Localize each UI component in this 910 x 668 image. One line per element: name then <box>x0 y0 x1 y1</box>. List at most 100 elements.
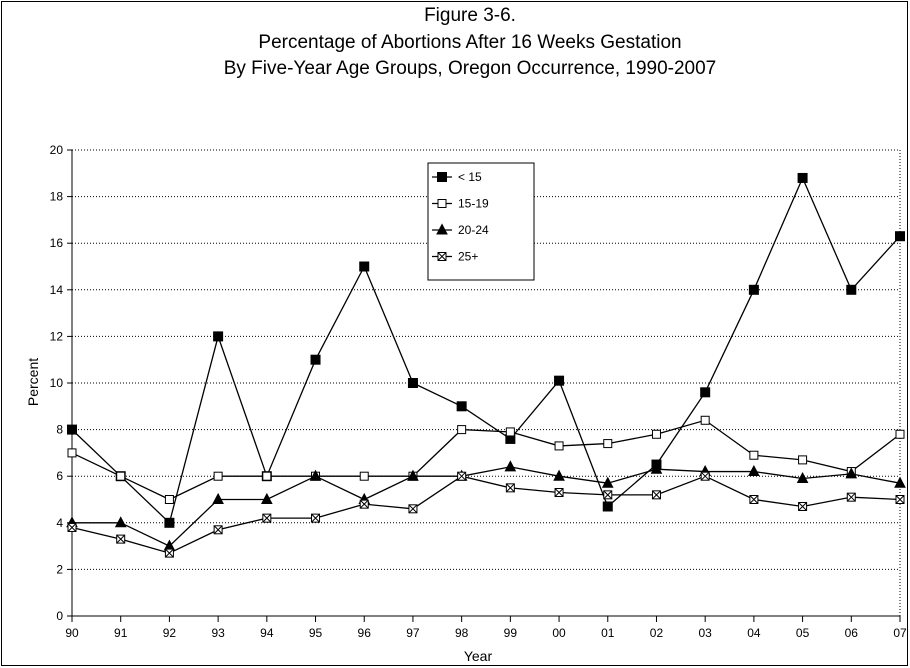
series <box>66 172 906 558</box>
data-point <box>554 375 565 386</box>
x-tick-label: 01 <box>601 626 615 640</box>
marker-cross <box>213 525 223 535</box>
x-tick-label: 93 <box>211 626 225 640</box>
data-point <box>554 488 564 498</box>
title-line-3: By Five-Year Age Groups, Oregon Occurren… <box>224 58 717 79</box>
data-point <box>700 387 711 398</box>
marker-cross <box>359 499 369 509</box>
marker-cross <box>846 492 856 502</box>
data-point <box>164 517 175 528</box>
data-point <box>601 476 614 488</box>
title-line-1: Figure 3-6. <box>424 5 516 26</box>
x-tick-label: 98 <box>455 626 469 640</box>
data-point <box>310 354 321 365</box>
data-point <box>262 471 272 481</box>
data-point <box>457 471 467 481</box>
data-point <box>749 495 759 504</box>
marker-cross <box>554 488 564 497</box>
x-tick-label: 92 <box>163 626 177 640</box>
data-point <box>457 425 467 435</box>
marker-cross <box>505 483 515 493</box>
x-tick-label: 96 <box>358 626 372 640</box>
x-tick-label: 03 <box>698 626 712 640</box>
y-tick-label: 4 <box>56 516 63 530</box>
data-point <box>311 513 321 523</box>
x-tick-label: 91 <box>114 626 128 640</box>
data-point <box>260 492 273 504</box>
data-point <box>798 455 808 465</box>
x-tick-label: 02 <box>650 626 664 640</box>
data-point <box>553 469 565 481</box>
legend-entry-3: 25+ <box>432 250 478 264</box>
legend-entry-2: 20-24 <box>432 223 489 237</box>
data-point <box>846 284 857 295</box>
y-tick-label: 2 <box>56 562 63 576</box>
x-axis-ticks: 90 91 92 93 94 95 96 97 98 99 00 01 02 03 04 05 06 07 <box>65 616 907 640</box>
data-point <box>116 471 126 481</box>
x-axis-title: Year <box>464 648 493 664</box>
data-point <box>700 471 710 481</box>
x-tick-label: 95 <box>309 626 323 640</box>
series-2 <box>66 460 906 551</box>
x-tick-label: 90 <box>65 626 79 640</box>
data-point <box>603 490 613 500</box>
marker-cross <box>749 495 759 504</box>
data-point <box>408 504 418 514</box>
data-point <box>895 495 905 504</box>
data-point <box>213 331 224 342</box>
data-point <box>748 464 760 477</box>
data-point <box>67 424 77 435</box>
y-tick-label: 16 <box>50 236 64 250</box>
series-line <box>71 176 901 525</box>
data-point <box>212 492 224 504</box>
data-point <box>845 467 858 479</box>
marker-cross <box>798 502 807 511</box>
data-point <box>67 522 77 532</box>
data-point <box>505 483 515 493</box>
data-point <box>602 501 613 512</box>
data-point <box>749 450 759 460</box>
legend-label: < 15 <box>458 170 482 184</box>
y-axis-title: Percent <box>25 358 41 406</box>
y-axis-ticks: 0 2 4 6 8 10 12 14 16 18 20 <box>50 143 72 623</box>
y-tick-label: 18 <box>50 190 64 204</box>
marker-cross <box>262 513 272 523</box>
data-point <box>262 513 272 523</box>
data-point <box>116 534 126 544</box>
y-tick-label: 20 <box>50 143 64 157</box>
data-point <box>700 415 710 425</box>
series-line <box>71 475 901 554</box>
series-line <box>71 419 901 501</box>
data-point <box>895 231 905 242</box>
x-tick-label: 00 <box>552 626 566 640</box>
data-point <box>554 441 564 451</box>
series-line <box>72 466 901 547</box>
marker-cross <box>116 534 126 544</box>
data-point <box>651 429 661 439</box>
series-3 <box>67 471 905 558</box>
y-tick-label: 10 <box>50 376 64 390</box>
data-point <box>846 492 856 502</box>
marker-cross <box>700 471 710 481</box>
data-point <box>456 401 467 412</box>
marker-cross <box>437 252 447 261</box>
x-tick-label: 06 <box>845 626 859 640</box>
marker-cross <box>67 523 77 532</box>
y-tick-label: 8 <box>56 423 63 437</box>
data-point <box>894 476 906 488</box>
data-point <box>309 469 322 481</box>
y-tick-label: 6 <box>56 469 63 483</box>
legend-marker <box>437 252 447 261</box>
data-point <box>748 284 759 295</box>
data-point <box>505 427 515 437</box>
data-point <box>359 471 369 481</box>
legend-entry-1: 15-19 <box>432 197 489 211</box>
x-tick-label: 04 <box>747 626 761 640</box>
data-point <box>67 448 77 458</box>
legend-entry-0: < 15 <box>432 170 482 184</box>
data-point <box>164 548 174 558</box>
data-point <box>213 525 223 535</box>
marker-cross <box>408 504 418 514</box>
